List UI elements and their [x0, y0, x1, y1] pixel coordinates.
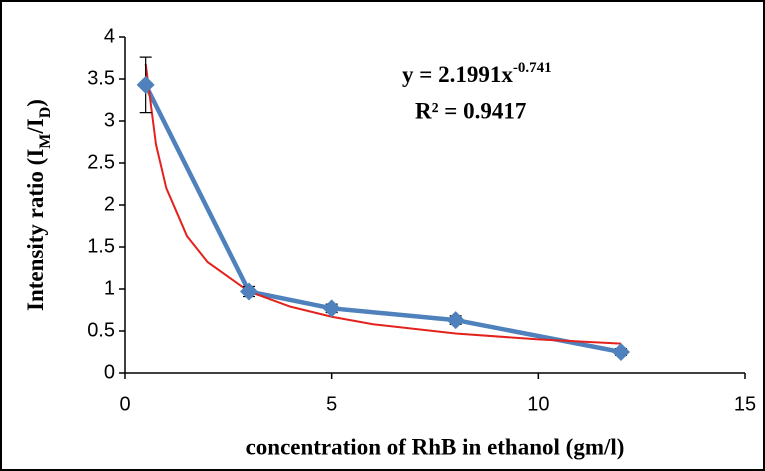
- equation: y = 2.1991x-0.741: [402, 60, 552, 87]
- y-tick-label: 3: [104, 109, 115, 131]
- y-tick-label: 2.5: [87, 151, 115, 173]
- marker: [240, 282, 258, 301]
- y-tick-label: 0: [104, 361, 115, 383]
- x-tick-label: 15: [734, 393, 756, 415]
- x-tick-label: 0: [119, 393, 130, 415]
- y-title-part: /I: [23, 118, 48, 134]
- marker: [136, 75, 155, 94]
- x-axis-title: concentration of RhB in ethanol (gm/l): [246, 434, 625, 459]
- y-tick-label: 1: [104, 277, 115, 299]
- equation-exponent: -0.741: [513, 60, 552, 76]
- y-title-part: Intensity ratio (I: [23, 149, 48, 311]
- r-squared: R² = 0.9417: [415, 98, 526, 123]
- y-tick-label: 3.5: [87, 67, 115, 89]
- equation-text: y = 2.1991x: [402, 62, 513, 87]
- x-tick-label: 10: [527, 393, 549, 415]
- marker: [446, 311, 465, 330]
- y-tick-label: 1.5: [87, 235, 115, 257]
- y-title-part: ): [23, 99, 48, 107]
- y-title-sub: M: [37, 134, 54, 149]
- x-tick-label: 5: [326, 393, 337, 415]
- marker: [322, 299, 341, 318]
- y-tick-label: 2: [104, 193, 115, 215]
- marker: [612, 343, 630, 361]
- y-tick-label: 4: [104, 25, 115, 47]
- y-tick-label: 0.5: [87, 319, 115, 341]
- trendline: [144, 63, 622, 345]
- y-title-sub: D: [37, 107, 54, 119]
- y-axis-title: Intensity ratio (IM/ID): [23, 99, 54, 311]
